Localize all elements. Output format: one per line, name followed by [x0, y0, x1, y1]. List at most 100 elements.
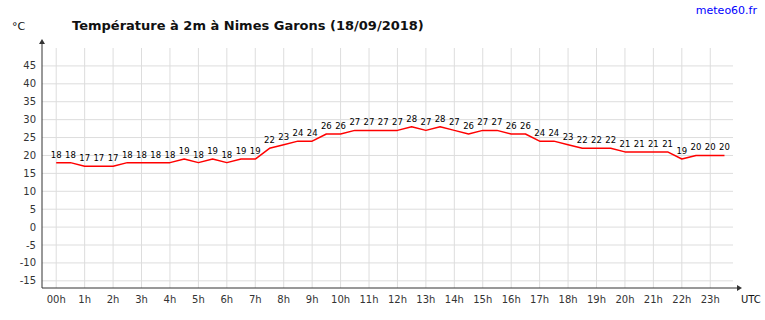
data-label: 26 [335, 121, 346, 131]
x-tick-label: 20h [615, 294, 634, 305]
data-label: 24 [534, 128, 545, 138]
data-label: 27 [492, 117, 503, 127]
x-tick-label: 7h [249, 294, 262, 305]
data-label: 27 [378, 117, 389, 127]
y-tick-label: 40 [23, 78, 36, 89]
title: Température à 2m à Nimes Garons (18/09/2… [72, 18, 424, 33]
data-label: 17 [93, 153, 104, 163]
data-label: 17 [108, 153, 119, 163]
y-tick-label: 20 [23, 150, 36, 161]
data-label: 22 [605, 135, 616, 145]
x-tick-label: 11h [359, 294, 378, 305]
data-label: 19 [676, 146, 687, 156]
data-label: 19 [207, 146, 218, 156]
data-label: 17 [79, 153, 90, 163]
x-tick-label: 13h [416, 294, 435, 305]
data-label: 21 [634, 139, 645, 149]
data-label: 22 [591, 135, 602, 145]
data-label: 26 [321, 121, 332, 131]
chart-container: 00h 1h 2h 3h 4h 5h 6h 7h 8h 9h 10h 11h 12h 13h 14h 15h 1… [0, 0, 765, 320]
data-label: 26 [520, 121, 531, 131]
x-tick-label: 14h [445, 294, 464, 305]
tick-labels: 00h 1h 2h 3h 4h 5h 6h 7h 8h 9h 10h 11h 12h 13h 14h 15h 1… [20, 60, 720, 305]
data-label: 26 [506, 121, 517, 131]
y-tick-label: 15 [23, 168, 36, 179]
data-label: 28 [406, 114, 417, 124]
y-tick-label: 30 [23, 114, 36, 125]
x-axis-arrow [737, 285, 742, 291]
x-tick-label: 2h [107, 294, 120, 305]
data-label: 19 [179, 146, 190, 156]
x-tick-label: 3h [135, 294, 148, 305]
y-grid-line [42, 209, 733, 210]
y-grid-line [42, 280, 733, 281]
y-tick-label: 45 [23, 60, 36, 71]
x-tick-label: 00h [47, 294, 66, 305]
temperature-line [56, 127, 724, 166]
y-tick-label: 25 [23, 132, 36, 143]
data-label: 20 [705, 142, 716, 152]
y-axis-line [42, 44, 43, 288]
data-label: 26 [463, 121, 474, 131]
x-tick-label: 4h [164, 294, 177, 305]
x-tick-label: 10h [331, 294, 350, 305]
data-label: 19 [250, 146, 261, 156]
y-tick-label: 10 [23, 186, 36, 197]
data-label: 18 [65, 150, 76, 160]
x-tick-label: 9h [306, 294, 319, 305]
x-tick-label: 19h [587, 294, 606, 305]
x-tick-label: 16h [502, 294, 521, 305]
plot-area [56, 127, 724, 166]
x-tick-label: 18h [559, 294, 578, 305]
y-tick-label: -15 [20, 275, 36, 286]
data-label: 23 [563, 132, 574, 142]
x-tick-label: 8h [277, 294, 290, 305]
x-tick-label: 17h [530, 294, 549, 305]
x-tick-label: 6h [220, 294, 233, 305]
x-tick-label: 12h [388, 294, 407, 305]
data-label: 18 [221, 150, 232, 160]
data-label: 27 [349, 117, 360, 127]
y-tick-label: -5 [26, 240, 36, 251]
y-tick-label: 0 [30, 222, 36, 233]
data-label: 28 [435, 114, 446, 124]
data-label: 22 [577, 135, 588, 145]
y-grid-line [42, 245, 733, 246]
data-label: 27 [477, 117, 488, 127]
y-tick-label: -10 [20, 257, 36, 268]
data-label: 18 [136, 150, 147, 160]
y-grid-line [42, 173, 733, 174]
y-grid-line [42, 227, 733, 228]
x-tick-label: 21h [644, 294, 663, 305]
data-label: 21 [648, 139, 659, 149]
data-label: 21 [662, 139, 673, 149]
data-label: 27 [420, 117, 431, 127]
data-label: 18 [165, 150, 176, 160]
data-label: 21 [620, 139, 631, 149]
x-tick-label: 15h [473, 294, 492, 305]
x-tick-label: 5h [192, 294, 205, 305]
x-tick-label: 1h [78, 294, 91, 305]
y-grid-line [42, 65, 733, 66]
data-label: 20 [691, 142, 702, 152]
data-label: 24 [293, 128, 304, 138]
data-label: 22 [264, 135, 275, 145]
y-tick-label: 35 [23, 96, 36, 107]
y-tick-label: 5 [30, 204, 36, 215]
data-label: 27 [392, 117, 403, 127]
y-grid-line [42, 101, 733, 102]
x-axis-line [42, 288, 737, 289]
axes [39, 39, 742, 291]
x-tick-label: 23h [701, 294, 720, 305]
data-label: 18 [193, 150, 204, 160]
data-label: 24 [548, 128, 559, 138]
y-grid-line [42, 191, 733, 192]
data-label: 24 [307, 128, 318, 138]
x-tick-label: 22h [672, 294, 691, 305]
y-grid-line [42, 262, 733, 263]
chart-svg: 00h 1h 2h 3h 4h 5h 6h 7h 8h 9h 10h 11h 12h 13h 14h 15h 1… [0, 0, 765, 320]
x-axis-label: UTC [741, 294, 761, 305]
y-grid-line [42, 83, 733, 84]
y-axis-label: °C [12, 20, 26, 33]
data-label: 23 [278, 132, 289, 142]
